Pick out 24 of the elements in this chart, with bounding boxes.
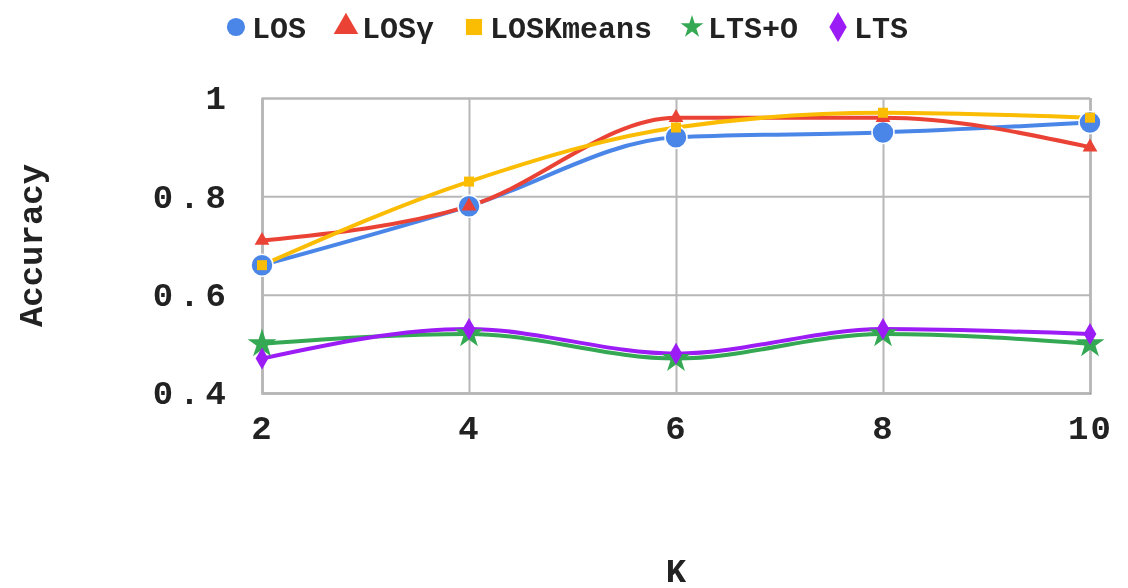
x-tick-label: 8 xyxy=(872,411,895,450)
point xyxy=(254,232,270,245)
point xyxy=(671,122,681,133)
legend-label: LTS xyxy=(854,13,909,47)
y-tick-label: 0.8 xyxy=(152,179,232,218)
x-tick-label: 4 xyxy=(458,411,481,450)
point xyxy=(878,107,888,118)
y-tick-label: 0.6 xyxy=(152,278,232,317)
y-axis-title: Accuracy xyxy=(14,163,52,328)
x-tick-label: 2 xyxy=(251,411,274,450)
x-tick-label: 10 xyxy=(1068,411,1113,450)
point xyxy=(668,109,684,122)
x-tick-label: 6 xyxy=(665,411,688,450)
point xyxy=(247,328,277,357)
legend-label: LOSKmeans xyxy=(489,13,653,47)
y-tick-label: 1 xyxy=(205,81,232,120)
y-tick-label: 0.4 xyxy=(152,376,232,415)
point xyxy=(871,120,895,145)
point xyxy=(1082,138,1098,152)
legend-label: LOS xyxy=(251,13,306,47)
legend-label: LOSγ xyxy=(361,13,434,47)
point xyxy=(464,176,474,187)
x-axis-title: K xyxy=(665,554,687,588)
legend-label: LTS+O xyxy=(708,13,799,47)
